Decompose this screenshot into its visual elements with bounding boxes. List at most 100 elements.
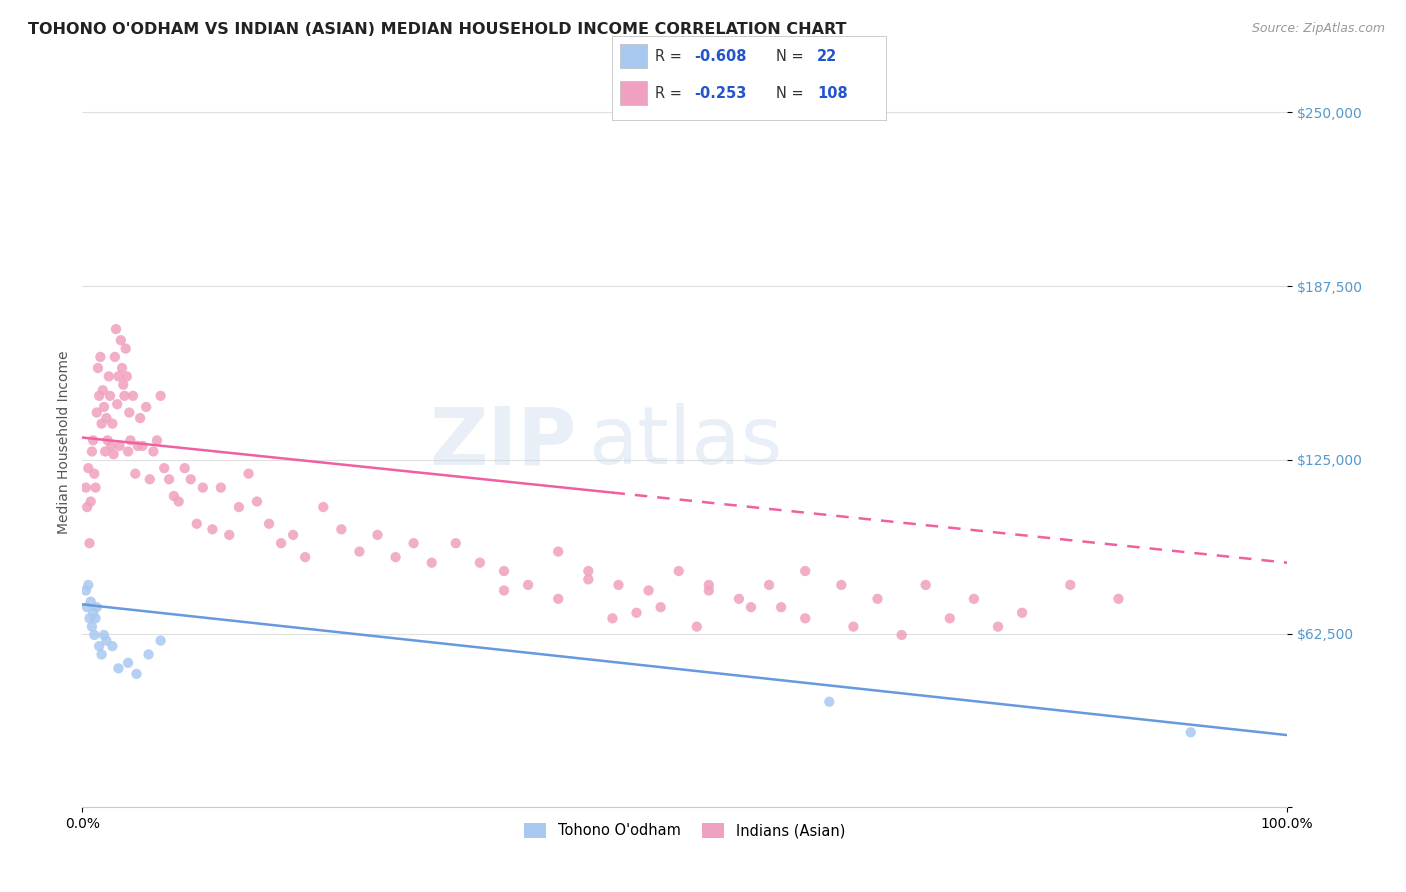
Point [547, 591, 569, 606]
Point [794, 564, 817, 578]
Point [118, 405, 141, 419]
Point [149, 633, 172, 648]
Point [96, 411, 118, 425]
Point [142, 444, 165, 458]
Point [76, 500, 98, 514]
Point [79, 536, 101, 550]
Text: -0.253: -0.253 [695, 86, 747, 101]
Point [82, 434, 104, 448]
Text: ZIP: ZIP [429, 403, 576, 482]
Point [112, 377, 135, 392]
Point [120, 434, 142, 448]
Point [83, 628, 105, 642]
Point [228, 500, 250, 514]
Point [80, 494, 103, 508]
Text: atlas: atlas [588, 403, 783, 482]
Point [238, 467, 260, 481]
Point [758, 578, 780, 592]
Text: TOHONO O'ODHAM VS INDIAN (ASIAN) MEDIAN HOUSEHOLD INCOME CORRELATION CHART: TOHONO O'ODHAM VS INDIAN (ASIAN) MEDIAN … [28, 22, 846, 37]
Point [104, 350, 127, 364]
Point [114, 389, 136, 403]
Point [84, 611, 107, 625]
FancyBboxPatch shape [620, 44, 647, 68]
Point [914, 578, 936, 592]
Point [818, 695, 841, 709]
Point [830, 578, 852, 592]
Point [110, 333, 132, 347]
Text: Source: ZipAtlas.com: Source: ZipAtlas.com [1251, 22, 1385, 36]
Point [149, 389, 172, 403]
Point [697, 578, 720, 592]
Point [201, 522, 224, 536]
Point [492, 583, 515, 598]
Point [740, 600, 762, 615]
Point [866, 591, 889, 606]
Point [607, 578, 630, 592]
Point [93, 400, 115, 414]
Point [96, 633, 118, 648]
Point [108, 439, 131, 453]
Point [180, 472, 202, 486]
Legend: Tohono O'odham, Indians (Asian): Tohono O'odham, Indians (Asian) [519, 817, 851, 844]
Point [97, 369, 120, 384]
Point [270, 536, 292, 550]
Point [186, 516, 208, 531]
Point [98, 389, 121, 403]
Text: 22: 22 [817, 48, 838, 63]
Point [1108, 591, 1130, 606]
Point [94, 444, 117, 458]
Point [77, 461, 100, 475]
Point [468, 556, 491, 570]
Point [349, 544, 371, 558]
Point [770, 600, 793, 615]
Point [668, 564, 690, 578]
Point [107, 369, 129, 384]
Point [111, 361, 134, 376]
Point [246, 494, 269, 508]
Point [105, 397, 128, 411]
Point [686, 620, 709, 634]
Text: N =: N = [776, 48, 808, 63]
Point [257, 516, 280, 531]
Point [281, 528, 304, 542]
Point [637, 583, 659, 598]
Point [82, 606, 104, 620]
Point [492, 564, 515, 578]
Point [117, 656, 139, 670]
Point [139, 472, 162, 486]
Point [294, 550, 316, 565]
Point [191, 481, 214, 495]
FancyBboxPatch shape [620, 81, 647, 105]
Point [138, 648, 160, 662]
Point [83, 467, 105, 481]
Text: -0.608: -0.608 [695, 48, 747, 63]
Point [75, 481, 97, 495]
Point [105, 322, 128, 336]
Point [86, 405, 108, 419]
Point [444, 536, 467, 550]
Point [146, 434, 169, 448]
Point [366, 528, 388, 542]
Point [100, 439, 122, 453]
Point [330, 522, 353, 536]
Point [79, 611, 101, 625]
Point [80, 594, 103, 608]
Text: 108: 108 [817, 86, 848, 101]
Point [602, 611, 624, 625]
Point [103, 447, 125, 461]
Point [939, 611, 962, 625]
Point [97, 434, 120, 448]
Point [420, 556, 443, 570]
Point [89, 350, 111, 364]
Point [127, 439, 149, 453]
Point [125, 667, 148, 681]
Point [173, 461, 195, 475]
Point [80, 444, 103, 458]
Point [1011, 606, 1033, 620]
Point [80, 620, 103, 634]
Point [90, 648, 112, 662]
Point [209, 481, 232, 495]
Point [650, 600, 672, 615]
Point [842, 620, 865, 634]
Point [84, 481, 107, 495]
